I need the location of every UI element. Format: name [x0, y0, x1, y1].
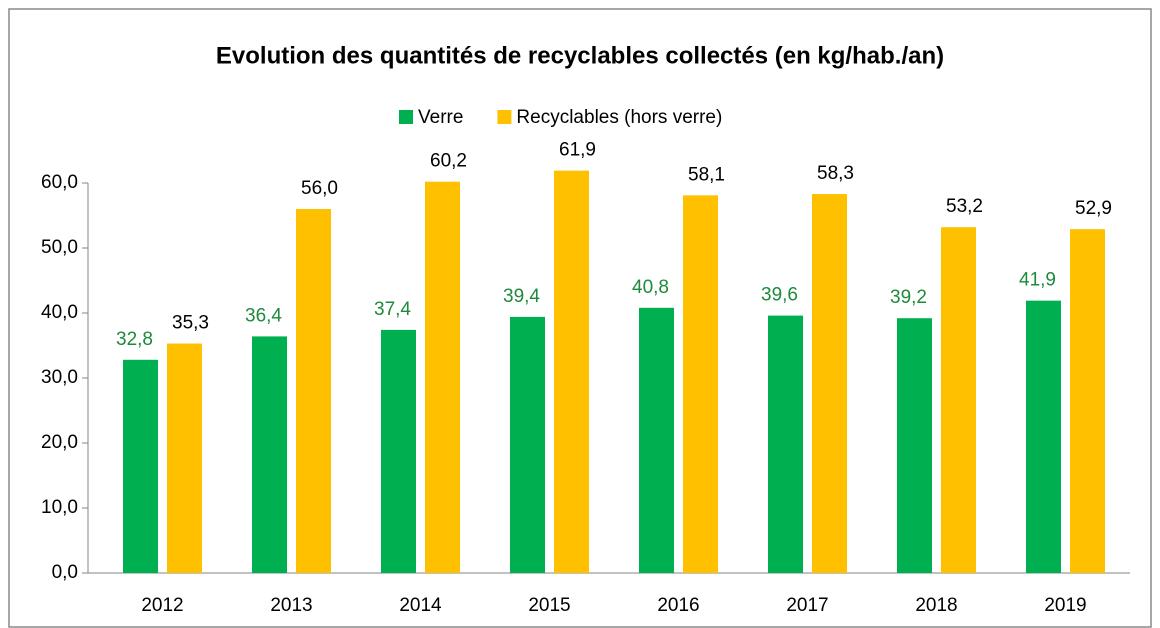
data-label: 37,4 [374, 299, 411, 320]
data-label: 60,2 [430, 151, 467, 172]
bar [683, 195, 718, 573]
bar [554, 170, 589, 573]
data-label: 39,6 [761, 285, 798, 306]
y-tick-label: 40,0 [41, 302, 78, 323]
x-tick-label: 2012 [141, 595, 183, 616]
bar [123, 359, 158, 573]
y-tick-label: 10,0 [41, 497, 78, 518]
bar [897, 318, 932, 573]
bar [425, 181, 460, 573]
legend-swatch [399, 110, 413, 124]
legend-label: Recyclables (hors verre) [516, 107, 722, 128]
chart-title: Evolution des quantités de recyclables c… [216, 42, 944, 69]
data-label: 52,9 [1075, 198, 1112, 219]
bar [768, 315, 803, 573]
y-tick-label: 50,0 [41, 237, 78, 258]
data-label: 35,3 [172, 313, 209, 334]
x-tick-label: 2017 [786, 595, 828, 616]
x-tick-label: 2016 [657, 595, 699, 616]
data-label: 61,9 [559, 140, 596, 161]
data-label: 58,3 [817, 163, 854, 184]
data-label: 58,1 [688, 164, 725, 185]
data-label: 32,8 [116, 329, 153, 350]
data-label: 41,9 [1019, 270, 1056, 291]
bar [1070, 229, 1105, 573]
y-tick-label: 30,0 [41, 367, 78, 388]
bar [941, 227, 976, 573]
data-label: 39,2 [890, 287, 927, 308]
bar [167, 343, 202, 573]
bar [639, 307, 674, 573]
bar [381, 329, 416, 573]
data-label: 36,4 [245, 305, 282, 326]
bar [510, 316, 545, 573]
legend-label: Verre [418, 107, 463, 128]
bar [252, 336, 287, 573]
y-tick-label: 20,0 [41, 432, 78, 453]
x-tick-label: 2015 [528, 595, 570, 616]
data-label: 56,0 [301, 178, 338, 199]
bar [1026, 300, 1061, 573]
x-tick-label: 2013 [270, 595, 312, 616]
data-label: 39,4 [503, 286, 540, 307]
bar [296, 209, 331, 573]
x-tick-label: 2014 [399, 595, 442, 616]
data-label: 40,8 [632, 277, 669, 298]
x-tick-label: 2019 [1044, 595, 1086, 616]
data-label: 53,2 [946, 196, 983, 217]
legend-swatch [497, 110, 512, 124]
bar [812, 194, 847, 574]
y-tick-label: 0,0 [52, 562, 78, 583]
x-tick-label: 2018 [915, 595, 957, 616]
y-tick-label: 60,0 [41, 172, 78, 193]
